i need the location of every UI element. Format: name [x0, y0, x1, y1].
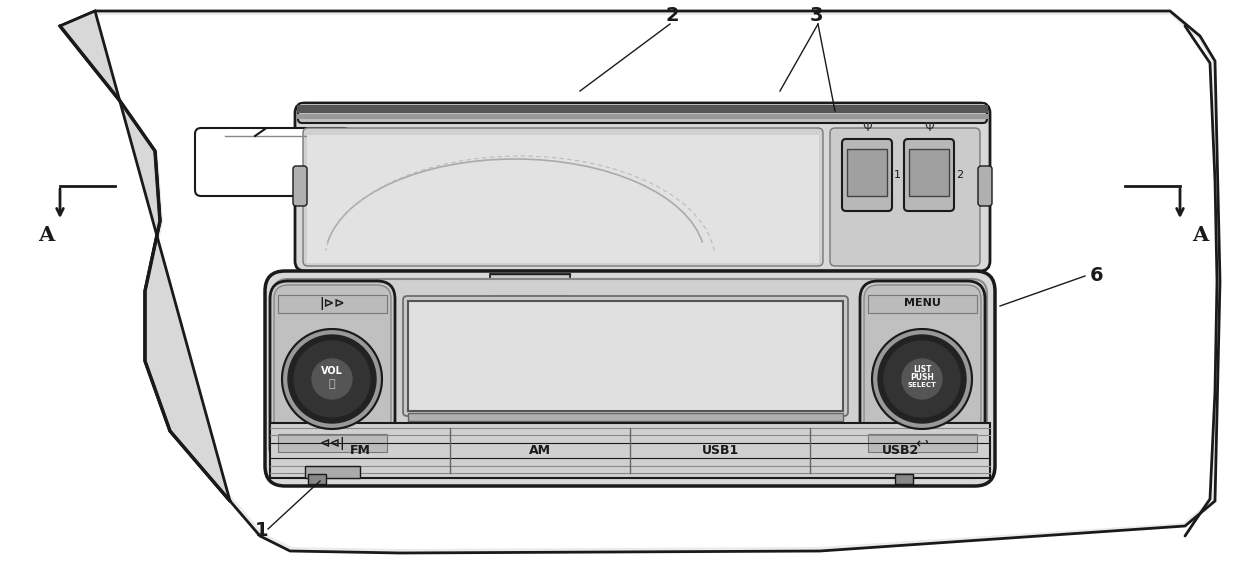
- Text: USB2: USB2: [882, 444, 919, 457]
- Bar: [868, 295, 977, 313]
- FancyBboxPatch shape: [303, 128, 823, 266]
- Text: 6: 6: [1090, 266, 1104, 285]
- Text: 3: 3: [810, 6, 823, 25]
- Circle shape: [312, 359, 352, 399]
- FancyBboxPatch shape: [830, 128, 980, 266]
- Text: Ψ: Ψ: [862, 121, 872, 134]
- FancyBboxPatch shape: [403, 296, 848, 416]
- Bar: [868, 434, 977, 452]
- FancyBboxPatch shape: [265, 271, 994, 486]
- Circle shape: [901, 359, 942, 399]
- FancyBboxPatch shape: [195, 128, 350, 196]
- Bar: [408, 422, 843, 426]
- FancyBboxPatch shape: [861, 281, 985, 466]
- Polygon shape: [63, 15, 1216, 549]
- Text: ↩: ↩: [915, 436, 929, 450]
- Text: PUSH: PUSH: [910, 372, 934, 382]
- Text: SELECT: SELECT: [908, 382, 936, 388]
- Text: USB1: USB1: [702, 444, 739, 457]
- Circle shape: [872, 329, 972, 429]
- Bar: [895, 474, 913, 484]
- FancyBboxPatch shape: [842, 139, 892, 211]
- Text: 2: 2: [665, 6, 678, 25]
- Text: 1: 1: [894, 170, 901, 180]
- FancyBboxPatch shape: [273, 279, 987, 478]
- Text: A: A: [38, 225, 55, 245]
- Bar: [298, 105, 988, 113]
- Text: A: A: [1192, 225, 1208, 245]
- Circle shape: [288, 335, 376, 423]
- Text: MENU: MENU: [904, 298, 940, 308]
- Bar: [298, 114, 988, 119]
- Bar: [909, 149, 949, 196]
- Text: 1: 1: [255, 521, 269, 540]
- Bar: [308, 474, 326, 484]
- Circle shape: [884, 341, 960, 417]
- Circle shape: [284, 331, 379, 427]
- Bar: [408, 301, 843, 411]
- Polygon shape: [60, 11, 1220, 553]
- FancyBboxPatch shape: [904, 139, 954, 211]
- FancyBboxPatch shape: [298, 103, 987, 123]
- Circle shape: [874, 331, 970, 427]
- Text: LIST: LIST: [913, 364, 931, 374]
- FancyBboxPatch shape: [295, 103, 990, 271]
- Circle shape: [294, 341, 370, 417]
- Bar: [408, 413, 843, 421]
- Circle shape: [878, 335, 966, 423]
- Bar: [278, 295, 387, 313]
- Bar: [308, 135, 818, 263]
- Bar: [278, 434, 387, 452]
- FancyBboxPatch shape: [270, 281, 396, 466]
- Circle shape: [281, 329, 382, 429]
- Bar: [847, 149, 887, 196]
- Text: |⊳⊳: |⊳⊳: [319, 296, 345, 310]
- Text: ⏻: ⏻: [329, 379, 335, 389]
- Text: VOL: VOL: [321, 366, 343, 376]
- FancyBboxPatch shape: [293, 166, 308, 206]
- Polygon shape: [60, 11, 229, 501]
- Bar: [270, 423, 990, 478]
- FancyBboxPatch shape: [864, 285, 981, 462]
- Text: FM: FM: [350, 444, 371, 457]
- Bar: [490, 274, 570, 296]
- Bar: [305, 466, 360, 478]
- Text: ⊲⊲|: ⊲⊲|: [319, 436, 345, 450]
- FancyBboxPatch shape: [978, 166, 992, 206]
- Text: 2: 2: [956, 170, 963, 180]
- FancyBboxPatch shape: [274, 285, 391, 462]
- Text: Ψ: Ψ: [924, 121, 934, 134]
- Text: AM: AM: [529, 444, 551, 457]
